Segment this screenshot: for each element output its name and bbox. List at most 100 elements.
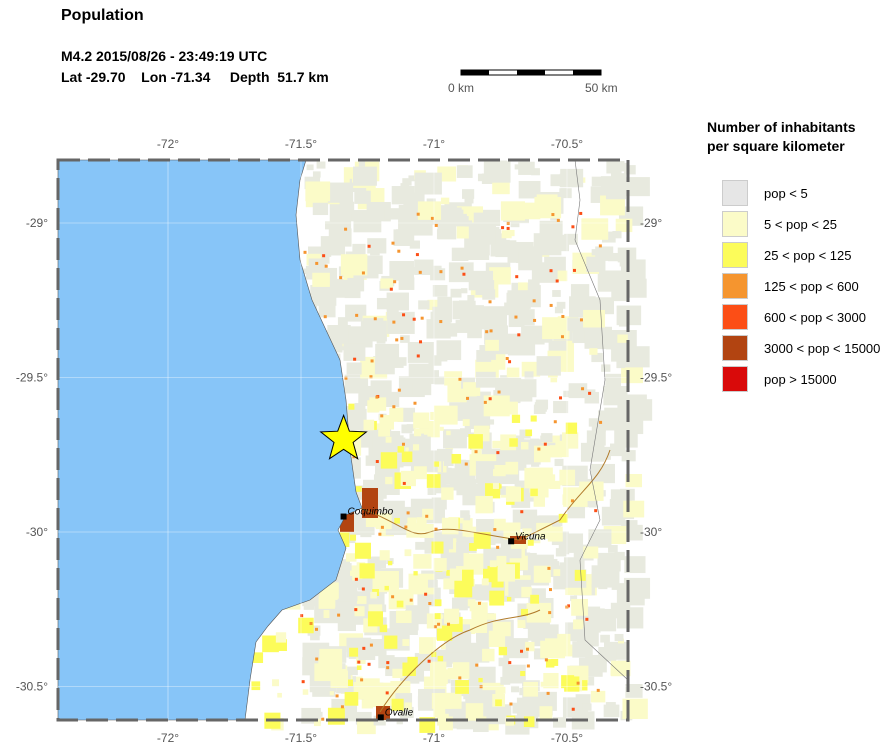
pop-cell: [413, 401, 417, 405]
pop-cell: [509, 438, 518, 447]
pop-cell: [594, 446, 611, 460]
pop-cell: [520, 442, 529, 450]
pop-cell: [478, 677, 483, 683]
pop-cell: [588, 418, 600, 427]
pop-cell: [471, 602, 488, 619]
pop-cell: [456, 165, 473, 178]
pop-cell: [332, 668, 347, 683]
pop-cell: [577, 680, 588, 691]
pop-cell: [611, 288, 627, 302]
pop-cell: [367, 611, 384, 627]
pop-cell: [354, 608, 358, 612]
pop-cell: [564, 233, 578, 245]
pop-cell: [306, 164, 314, 171]
pop-cell: [528, 279, 540, 289]
map-title: Population: [61, 7, 144, 24]
pop-cell: [275, 639, 287, 651]
pop-cell: [312, 272, 330, 287]
pop-cell: [489, 560, 497, 568]
pop-cell: [434, 613, 441, 620]
pop-cell: [595, 246, 614, 261]
pop-cell: [475, 318, 489, 330]
pop-cell: [530, 438, 540, 446]
pop-cell: [536, 194, 558, 212]
pop-cell: [497, 564, 515, 582]
pop-cell: [523, 716, 535, 727]
pop-cell: [487, 419, 495, 425]
pop-cell: [615, 218, 633, 233]
pop-cell: [497, 484, 502, 489]
pop-cell: [542, 317, 570, 340]
pop-cell: [337, 283, 347, 291]
pop-cell: [358, 161, 366, 167]
pop-cell: [589, 348, 598, 355]
pop-cell: [308, 258, 327, 273]
pop-cell: [404, 702, 412, 710]
pop-cell: [402, 178, 412, 186]
pop-cell: [433, 482, 447, 494]
pop-cell: [310, 632, 320, 641]
pop-cell: [441, 197, 450, 205]
pop-cell: [608, 252, 619, 262]
pop-cell: [610, 489, 625, 500]
lat-tick-left: -29°: [26, 216, 48, 230]
pop-cell: [583, 309, 606, 328]
pop-cell: [590, 690, 606, 703]
pop-cell: [506, 367, 520, 378]
pop-cell: [430, 216, 434, 220]
pop-cell: [433, 405, 458, 425]
road: [379, 609, 541, 713]
pop-cell: [417, 201, 442, 220]
pop-cell: [510, 220, 520, 228]
pop-cell: [428, 355, 442, 366]
pop-cell: [490, 242, 508, 257]
pop-cell: [432, 306, 452, 323]
pop-cell: [321, 717, 325, 721]
pop-cell: [347, 277, 365, 292]
pop-cell: [554, 458, 564, 467]
pop-cell: [370, 359, 374, 363]
pop-cell: [412, 317, 416, 321]
pop-cell: [514, 164, 522, 170]
legend-swatch: [722, 242, 748, 268]
pop-cell: [565, 422, 578, 434]
pop-cell: [552, 290, 561, 297]
pop-cell: [316, 161, 326, 169]
pop-cell: [450, 288, 462, 298]
pop-cell: [497, 390, 501, 394]
pop-cell: [385, 436, 392, 443]
pop-cell: [622, 698, 648, 719]
pop-cell: [515, 439, 526, 448]
pop-cell: [568, 383, 588, 399]
pop-cell: [305, 181, 331, 202]
pop-cell: [466, 241, 490, 260]
legend-title-line1: Number of inhabitants: [707, 119, 856, 135]
pop-cell: [367, 244, 371, 248]
pop-cell: [402, 313, 406, 317]
pop-cell: [506, 229, 515, 237]
pop-cell: [506, 221, 510, 225]
pop-cell: [319, 648, 343, 668]
pop-cell: [588, 608, 617, 632]
pop-cell: [605, 702, 616, 711]
pop-cell: [485, 339, 499, 351]
pop-cell: [408, 175, 416, 182]
pop-cell: [437, 613, 450, 624]
pop-cell: [547, 566, 551, 570]
pop-cell: [386, 309, 399, 320]
pop-cell: [585, 617, 589, 621]
pop-cell: [420, 316, 424, 320]
lon-tick-bottom: -70.5°: [551, 731, 583, 745]
pop-cell: [531, 168, 540, 176]
pop-cell: [556, 301, 566, 309]
pop-cell: [376, 297, 392, 310]
pop-cell: [606, 161, 622, 174]
pop-cell: [436, 625, 453, 641]
pop-cell: [384, 208, 399, 220]
legend-label: 3000 < pop < 15000: [764, 340, 881, 356]
pop-cell: [353, 357, 357, 361]
legend-item: 25 < pop < 125: [722, 242, 851, 268]
pop-cell: [354, 577, 358, 581]
pop-cell: [551, 213, 555, 217]
pop-cell: [481, 236, 488, 242]
